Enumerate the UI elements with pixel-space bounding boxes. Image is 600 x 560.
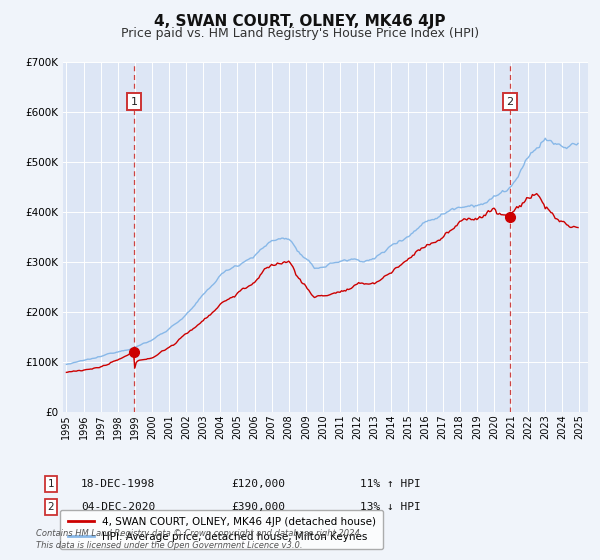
Text: 11% ↑ HPI: 11% ↑ HPI (360, 479, 421, 489)
Text: Contains HM Land Registry data © Crown copyright and database right 2024.
This d: Contains HM Land Registry data © Crown c… (36, 529, 362, 550)
Text: 18-DEC-1998: 18-DEC-1998 (81, 479, 155, 489)
Text: 04-DEC-2020: 04-DEC-2020 (81, 502, 155, 512)
Legend: 4, SWAN COURT, OLNEY, MK46 4JP (detached house), HPI: Average price, detached ho: 4, SWAN COURT, OLNEY, MK46 4JP (detached… (61, 510, 383, 549)
Text: 1: 1 (47, 479, 55, 489)
Text: Price paid vs. HM Land Registry's House Price Index (HPI): Price paid vs. HM Land Registry's House … (121, 27, 479, 40)
Text: 13% ↓ HPI: 13% ↓ HPI (360, 502, 421, 512)
Text: 2: 2 (506, 97, 513, 106)
Text: £120,000: £120,000 (231, 479, 285, 489)
Text: 2: 2 (47, 502, 55, 512)
Text: 1: 1 (131, 97, 137, 106)
Text: 4, SWAN COURT, OLNEY, MK46 4JP: 4, SWAN COURT, OLNEY, MK46 4JP (154, 14, 446, 29)
Text: £390,000: £390,000 (231, 502, 285, 512)
